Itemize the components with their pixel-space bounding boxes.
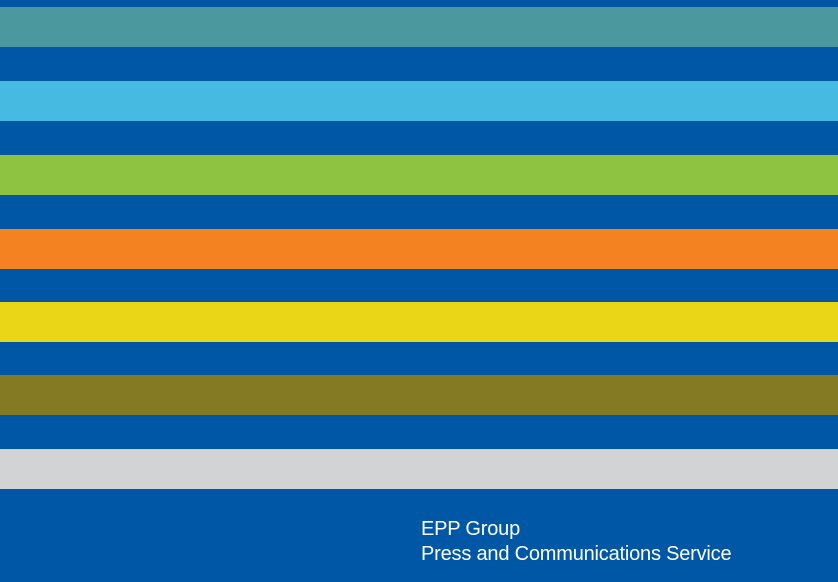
stripe-teal (0, 7, 838, 47)
stripe-orange (0, 229, 838, 269)
stripe-yellow (0, 302, 838, 342)
color-stripes (0, 7, 838, 489)
stripe-green (0, 155, 838, 195)
department-name: Press and Communications Service (421, 543, 732, 565)
publisher-block: EPP Group Press and Communications Servi… (421, 517, 732, 567)
organization-name: EPP Group (421, 518, 521, 540)
stripe-olive (0, 375, 838, 415)
stripe-light-gray (0, 449, 838, 489)
stripe-light-blue (0, 81, 838, 121)
